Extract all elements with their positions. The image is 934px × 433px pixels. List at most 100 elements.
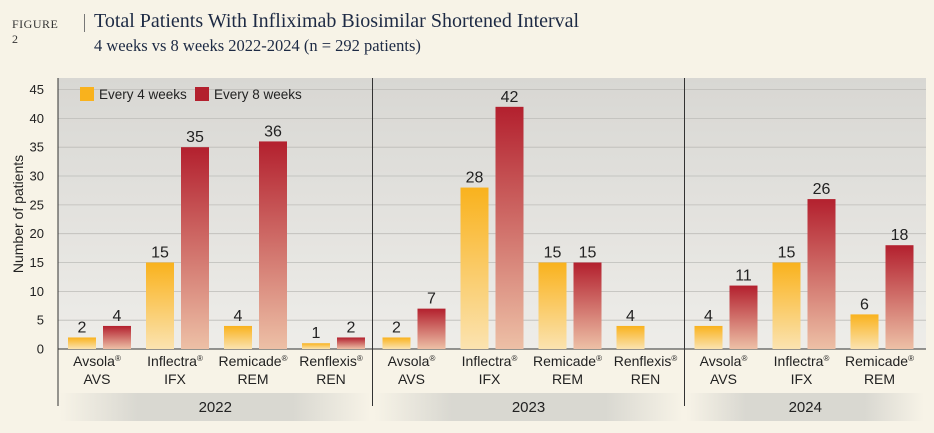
data-label: 4 [113, 308, 122, 325]
x-tick-brand: Remicade® [845, 353, 914, 369]
data-label: 1 [312, 325, 321, 342]
registered-mark: ® [823, 354, 829, 363]
y-tick-label: 5 [37, 313, 44, 328]
registered-mark: ® [357, 354, 363, 363]
header-divider [84, 14, 85, 32]
y-tick-label: 40 [30, 111, 44, 126]
bar-every-4-weeks [302, 343, 330, 349]
data-label: 4 [704, 308, 713, 325]
bar-every-4-weeks [772, 262, 801, 349]
y-tick-label: 25 [30, 197, 44, 212]
y-tick-label: 20 [30, 226, 44, 241]
x-tick-brand: Avsola® [700, 353, 748, 369]
data-label: 35 [186, 129, 204, 146]
x-tick-code: REM [237, 371, 268, 387]
year-band [60, 393, 371, 421]
x-tick-brand: Renflexis® [299, 353, 363, 369]
data-label: 4 [234, 308, 243, 325]
x-tick-code: IFX [479, 371, 501, 387]
x-tick-brand: Avsola® [388, 353, 436, 369]
registered-mark: ® [596, 354, 602, 363]
data-label: 2 [347, 319, 356, 336]
x-tick-brand: Renflexis® [614, 353, 678, 369]
x-tick-code: REN [316, 371, 346, 387]
chart-title: Total Patients With Infliximab Biosimila… [94, 10, 580, 32]
year-band [374, 393, 683, 421]
x-tick-brand: Inflectra® [774, 353, 830, 369]
data-label: 28 [466, 170, 484, 187]
registered-mark: ® [429, 354, 435, 363]
year-label: 2023 [512, 399, 545, 416]
registered-mark: ® [671, 354, 677, 363]
bar-every-8-weeks [181, 147, 209, 349]
data-label: 15 [579, 245, 597, 262]
bar-every-8-weeks [337, 337, 365, 349]
bar-every-4-weeks [382, 337, 411, 349]
legend-label-every-8-weeks: Every 8 weeks [214, 87, 302, 102]
legend-swatch-every-8-weeks [195, 87, 209, 101]
x-tick-code: AVS [84, 371, 111, 387]
x-tick-brand: Avsola® [73, 353, 121, 369]
y-tick-label: 35 [30, 140, 44, 155]
y-tick-label: 10 [30, 284, 44, 299]
data-label: 7 [427, 291, 436, 308]
data-label: 11 [735, 268, 752, 285]
bar-every-8-weeks [103, 325, 131, 349]
x-tick-code: AVS [398, 371, 425, 387]
x-tick-brand: Remicade® [219, 353, 288, 369]
year-band [686, 393, 924, 421]
registered-mark: ® [511, 354, 517, 363]
y-axis-title: Number of patients [10, 155, 26, 273]
data-label: 6 [860, 296, 869, 313]
data-label: 4 [626, 308, 635, 325]
registered-mark: ® [197, 354, 203, 363]
registered-mark: ® [282, 354, 288, 363]
data-label: 15 [544, 245, 562, 262]
legend-swatch-every-4-weeks [80, 87, 94, 101]
data-label: 2 [392, 319, 401, 336]
bar-every-8-weeks [807, 199, 836, 349]
legend: Every 4 weeks Every 8 weeks [80, 87, 302, 102]
year-label: 2024 [789, 399, 822, 416]
x-tick-brand: Inflectra® [147, 353, 203, 369]
data-label: 15 [151, 245, 169, 262]
bar-every-8-weeks [417, 308, 446, 349]
data-label: 26 [813, 181, 831, 198]
year-label: 2022 [199, 399, 232, 416]
x-tick-code: REM [864, 371, 895, 387]
x-tick-brand: Remicade® [533, 353, 602, 369]
bar-every-8-weeks [573, 262, 602, 349]
registered-mark: ® [908, 354, 914, 363]
bar-every-4-weeks [850, 314, 879, 349]
registered-mark: ® [741, 354, 747, 363]
data-label: 2 [78, 319, 87, 336]
x-tick-brand: Inflectra® [462, 353, 518, 369]
data-label: 42 [501, 89, 519, 106]
bar-every-4-weeks [68, 337, 96, 349]
bar-every-4-weeks [460, 187, 489, 349]
y-tick-label: 0 [37, 342, 44, 357]
registered-mark: ® [115, 354, 121, 363]
chart-subtitle: 4 weeks vs 8 weeks 2022-2024 (n = 292 pa… [94, 36, 421, 55]
bar-every-4-weeks [224, 325, 252, 349]
figure-label: FIGURE 2 [12, 17, 59, 46]
bar-every-4-weeks [146, 262, 174, 349]
data-label: 15 [778, 245, 796, 262]
x-tick-code: IFX [164, 371, 186, 387]
x-tick-code: AVS [710, 371, 737, 387]
x-tick-code: IFX [791, 371, 813, 387]
bar-every-8-weeks [885, 245, 914, 349]
legend-label-every-4-weeks: Every 4 weeks [99, 87, 187, 102]
x-tick-code: REN [631, 371, 661, 387]
y-tick-label: 30 [30, 169, 44, 184]
y-tick-label: 45 [30, 82, 44, 97]
bar-every-8-weeks [495, 106, 524, 349]
data-label: 36 [264, 123, 282, 140]
data-label: 18 [891, 227, 909, 244]
bar-every-8-weeks [259, 141, 287, 349]
bar-every-4-weeks [616, 325, 645, 349]
y-tick-label: 15 [30, 255, 44, 270]
bar-every-8-weeks [729, 285, 758, 349]
x-tick-code: REM [552, 371, 583, 387]
